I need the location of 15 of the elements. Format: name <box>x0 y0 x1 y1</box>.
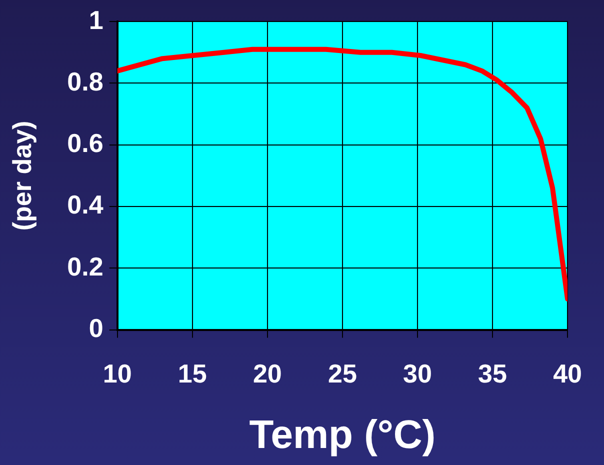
x-tick-label: 15 <box>178 358 207 389</box>
y-axis-title: (per day) <box>6 120 37 231</box>
x-tick-label: 40 <box>553 358 582 389</box>
x-tick-label: 25 <box>328 358 357 389</box>
x-tick-label: 30 <box>403 358 432 389</box>
y-tick-label: 0.8 <box>67 66 104 96</box>
y-tick-label: 0.2 <box>67 251 104 282</box>
x-tick-label: 10 <box>102 358 132 389</box>
x-tick-label: 20 <box>252 358 282 389</box>
y-tick-label: 0 <box>88 312 104 343</box>
y-tick-label: 0.4 <box>67 190 104 220</box>
y-tick-label: 0.6 <box>67 128 104 158</box>
x-tick-label: 35 <box>478 358 507 389</box>
x-axis-title: Temp (°C) <box>249 413 436 458</box>
y-tick-label: 1 <box>88 4 104 35</box>
